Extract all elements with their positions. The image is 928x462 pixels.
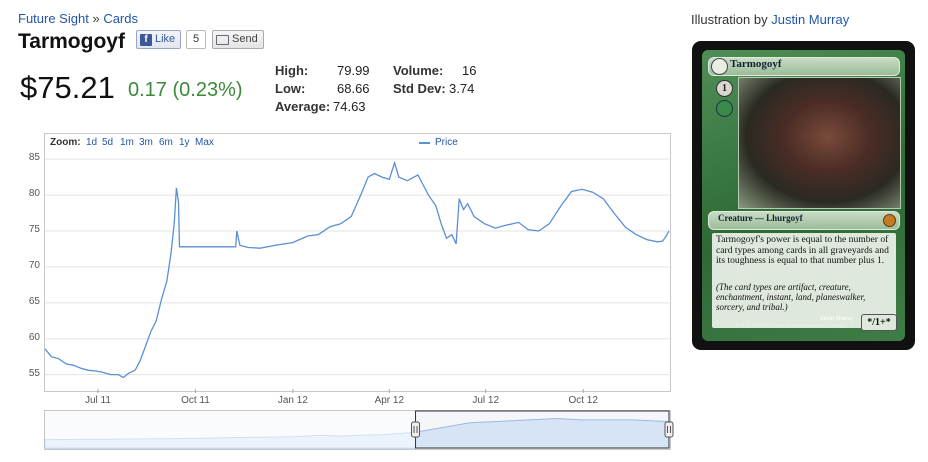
card-type-line: Creature — Lhurgoyf xyxy=(718,213,803,223)
chart-grid xyxy=(45,158,669,393)
average-label: Average: xyxy=(275,99,331,114)
zoom-max[interactable]: Max xyxy=(195,137,214,148)
breadcrumb-set-link[interactable]: Future Sight xyxy=(18,11,89,26)
card-rules-text: Tarmogoyf's power is equal to the number… xyxy=(716,234,889,267)
card-artist-credit: Justin Murray xyxy=(820,316,854,322)
card-name-bar xyxy=(708,57,900,76)
stddev-value: 3.74 xyxy=(449,81,475,96)
legend-swatch xyxy=(419,141,430,144)
send-button[interactable]: Send xyxy=(212,30,264,49)
navigator-outside-mask xyxy=(45,411,416,448)
send-label: Send xyxy=(232,33,258,45)
like-label: Like xyxy=(155,33,176,45)
green-mana-icon xyxy=(716,100,733,117)
chart-series-layer xyxy=(44,160,670,379)
set-symbol-icon xyxy=(883,214,896,227)
card-name: Tarmogoyf xyxy=(730,58,782,70)
x-tick-label: Oct 11 xyxy=(181,395,210,406)
illustration-caption: Illustration by Justin Murray xyxy=(691,12,849,27)
navigator-left-handle[interactable] xyxy=(411,421,421,438)
y-tick-label: 75 xyxy=(28,224,40,235)
card-type-bar xyxy=(708,211,900,230)
current-price: $75.21 xyxy=(20,70,115,105)
volume-label: Volume: xyxy=(393,63,444,78)
chart-legend: Price xyxy=(419,137,458,148)
x-tick-label: Oct 12 xyxy=(568,395,598,406)
zoom-3m[interactable]: 3m xyxy=(139,137,153,148)
breadcrumb-cards-link[interactable]: Cards xyxy=(103,11,138,26)
volume-value: 16 xyxy=(462,63,477,78)
y-tick-label: 85 xyxy=(28,152,40,164)
breadcrumb: Future Sight » Cards xyxy=(18,11,138,26)
y-tick-label: 80 xyxy=(28,188,40,200)
y-tick-label: 60 xyxy=(28,331,40,343)
card-power-toughness: */1+* xyxy=(861,314,897,331)
y-tick-label: 65 xyxy=(28,295,40,307)
chart-toolbar: Zoom: 1d 5d 1m 3m 6m 1y Max Price xyxy=(44,133,669,151)
card-artwork xyxy=(738,77,901,209)
zoom-1m[interactable]: 1m xyxy=(120,137,134,148)
price-chart xyxy=(44,133,671,392)
zoom-5d[interactable]: 5d xyxy=(102,137,114,148)
legend-series-label: Price xyxy=(435,137,458,148)
artist-link[interactable]: Justin Murray xyxy=(771,12,850,27)
generic-mana-icon: 1 xyxy=(716,80,733,97)
low-value: 68.66 xyxy=(337,81,370,96)
illustration-prefix: Illustration by xyxy=(691,12,768,27)
x-tick-label: Jan 12 xyxy=(277,395,308,406)
envelope-icon xyxy=(216,34,229,45)
x-tick-label: Jul 11 xyxy=(84,395,111,406)
page-title: Tarmogoyf xyxy=(18,30,125,53)
zoom-label: Zoom: xyxy=(50,137,81,148)
price-change: 0.17 (0.23%) xyxy=(128,79,243,101)
zoom-1d[interactable]: 1d xyxy=(86,137,98,148)
breadcrumb-separator: » xyxy=(92,11,100,26)
average-value: 74.63 xyxy=(333,99,366,114)
like-count: 5 xyxy=(186,30,207,49)
card-reminder-text: (The card types are artifact, creature, … xyxy=(716,282,866,312)
facebook-icon: f xyxy=(140,33,152,46)
x-tick-label: Apr 12 xyxy=(374,395,405,406)
navigator-right-handle[interactable] xyxy=(664,421,674,438)
stddev-label: Std Dev: xyxy=(393,81,446,96)
x-tick-label: Jul 12 xyxy=(472,395,500,406)
high-value: 79.99 xyxy=(337,63,370,78)
navigator-layer xyxy=(44,410,674,449)
future-sight-symbol-icon xyxy=(711,58,728,75)
zoom-6m[interactable]: 6m xyxy=(159,137,173,148)
card-textbox xyxy=(712,233,896,328)
facebook-like-button[interactable]: f Like xyxy=(136,30,182,49)
low-label: Low: xyxy=(275,81,306,96)
card-copyright: ™ & © 1993-2007 Wizards of the Coast, In… xyxy=(735,324,844,329)
y-tick-label: 70 xyxy=(28,259,40,271)
high-label: High: xyxy=(275,63,309,78)
zoom-1y[interactable]: 1y xyxy=(179,137,190,148)
y-tick-label: 55 xyxy=(28,367,40,379)
price-series-line xyxy=(44,160,670,379)
